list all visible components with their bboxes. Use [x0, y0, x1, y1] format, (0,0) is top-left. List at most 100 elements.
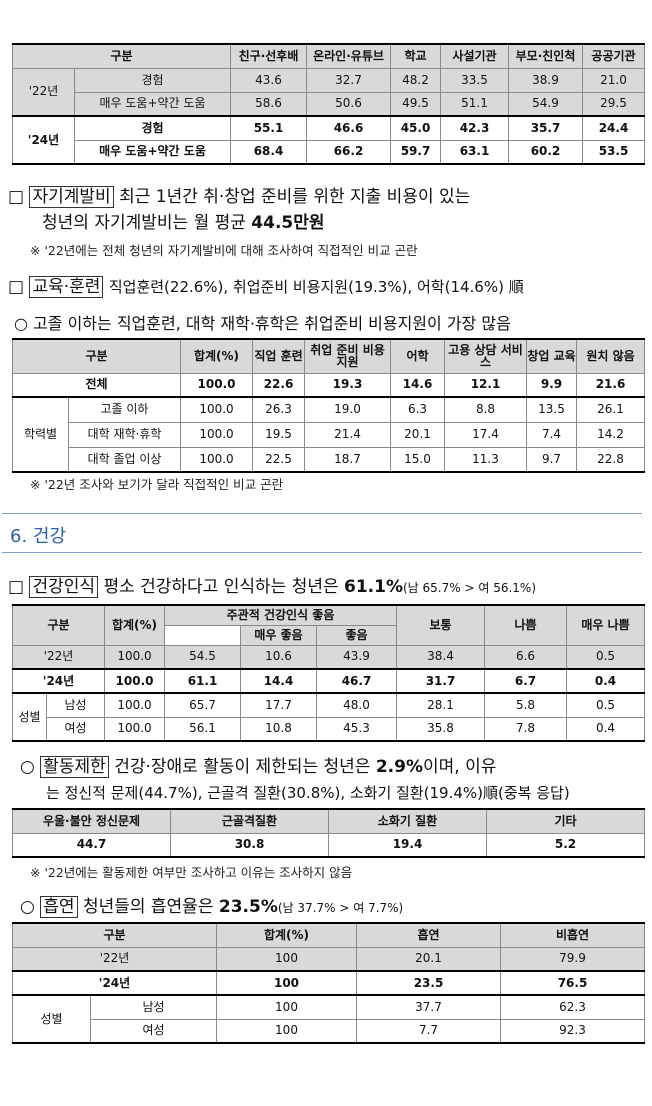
header-col: 창업 교육 [526, 338, 577, 374]
cell: 17.4 [444, 421, 527, 448]
cell: 22.5 [252, 446, 305, 473]
cell: 18.7 [304, 446, 391, 473]
header-col: 우울·불안 정신문제 [12, 808, 171, 834]
header-col: 직업 훈련 [252, 338, 305, 374]
header-gubun: 구분 [12, 604, 105, 646]
cell: 50.6 [306, 91, 391, 117]
cell: 59.7 [390, 139, 441, 165]
activity-text2: 이며, 이유 [423, 757, 497, 777]
row-label: 대학 졸업 이상 [68, 446, 181, 473]
cell: 63.1 [440, 139, 509, 165]
cell: 58.6 [230, 91, 307, 117]
cell: 5.8 [484, 692, 568, 718]
row-label: '24년 [12, 970, 217, 996]
cell: 48.0 [315, 692, 398, 718]
selfdev-value: 44.5만원 [251, 213, 325, 233]
cell: 9.7 [526, 446, 577, 473]
cell: 17.7 [240, 692, 317, 718]
cell: 66.2 [306, 139, 391, 165]
cell: 0.5 [566, 644, 646, 670]
cell: 35.7 [508, 115, 583, 141]
header-col: 소화기 질환 [328, 808, 487, 834]
header-col: 학교 [390, 43, 441, 69]
cell: 15.0 [390, 446, 445, 473]
selfdev-note: ※ '22년에는 전체 청년의 자기계발비에 대해 조사하여 직접적인 비교 곤… [30, 243, 418, 258]
cell: 92.3 [500, 1018, 645, 1044]
cell: 42.3 [440, 115, 509, 141]
cell: 14.4 [240, 668, 317, 694]
cell: 11.3 [444, 446, 527, 473]
health-value: 61.1% [344, 577, 403, 597]
cell: 19.4 [328, 832, 487, 858]
cell: 10.8 [240, 716, 317, 742]
cell: 0.4 [566, 716, 646, 742]
header-total: 합계(%) [104, 604, 165, 646]
cell: 43.9 [315, 644, 398, 670]
header-col: 어학 [390, 338, 445, 374]
cell: 6.7 [484, 668, 568, 694]
cell: 76.5 [500, 970, 645, 996]
cell: 49.5 [390, 91, 441, 117]
cell: 10.6 [240, 644, 317, 670]
header-col: 근골격질환 [170, 808, 329, 834]
header-verybad: 매우 나쁨 [566, 604, 646, 646]
row-label: 경험 [74, 115, 231, 141]
header-verygood: 매우 좋음 [240, 624, 317, 646]
cell: 7.4 [526, 421, 577, 448]
group-label: 성별 [12, 994, 91, 1044]
row-label: '22년 [12, 946, 217, 972]
activity-note: ※ '22년에는 활동제한 여부만 조사하고 이유는 조사하지 않음 [30, 865, 353, 880]
header-col: 친구·선후배 [230, 43, 307, 69]
cell: 51.1 [440, 91, 509, 117]
health-paragraph: □ 건강인식 평소 건강하다고 인식하는 청년은 61.1%(남 65.7% >… [8, 576, 536, 599]
activity-line2: 는 정신적 문제(44.7%), 근골격 질환(30.8%), 소화기 질환(1… [46, 784, 570, 802]
selfdev-paragraph: □ 자기계발비 최근 1년간 취·창업 준비를 위한 지출 비용이 있는 [8, 186, 470, 208]
cell: 21.6 [576, 372, 645, 398]
cell: 30.8 [170, 832, 329, 858]
header-col: 기타 [486, 808, 645, 834]
training-table: 구분 합계(%) 직업 훈련 취업 준비 비용 지원 어학 고용 상담 서비스 … [12, 338, 645, 473]
header-blank [164, 624, 241, 646]
header-group: 주관적 건강인식 좋음 [163, 604, 398, 626]
header-col: 온라인·유튜브 [306, 43, 391, 69]
cell: 12.1 [444, 372, 527, 398]
cell: 45.3 [315, 716, 398, 742]
cell: 46.6 [306, 115, 391, 141]
cell: 100.0 [104, 668, 165, 694]
bullet: ○ [20, 897, 35, 917]
cell: 19.3 [304, 372, 391, 398]
health-extra: (남 65.7% > 여 56.1%) [403, 581, 536, 595]
header-col: 취업 준비 비용 지원 [304, 338, 391, 374]
career-help-table: 구분 친구·선후배 온라인·유튜브 학교 사설기관 부모·친인척 공공기관 '2… [12, 43, 645, 165]
cell: 56.1 [164, 716, 241, 742]
cell: 100 [216, 970, 357, 996]
health-table: 구분 합계(%) 주관적 건강인식 좋음 보통 나쁨 매우 나쁨 매우 좋음 좋… [12, 604, 646, 742]
header-bad: 나쁨 [484, 604, 568, 646]
cell: 26.3 [252, 396, 305, 423]
cell: 55.1 [230, 115, 307, 141]
header-col: 원치 않음 [576, 338, 645, 374]
activity-value: 2.9% [375, 757, 423, 777]
training-tag: 교육·훈련 [29, 276, 104, 298]
header-col: 사설기관 [440, 43, 509, 69]
cell: 20.1 [356, 946, 501, 972]
cell: 29.5 [582, 91, 645, 117]
smoking-extra: (남 37.7% > 여 7.7%) [277, 901, 404, 915]
cell: 46.7 [315, 668, 398, 694]
cell: 100.0 [180, 421, 253, 448]
cell: 32.7 [306, 67, 391, 93]
cell: 68.4 [230, 139, 307, 165]
cell: 21.0 [582, 67, 645, 93]
row-label: 여성 [46, 716, 105, 742]
cell: 28.1 [396, 692, 486, 718]
cell: 14.6 [390, 372, 445, 398]
cell: 45.0 [390, 115, 441, 141]
health-tag: 건강인식 [29, 576, 99, 598]
activity-text: 건강·장애로 활동이 제한되는 청년은 [114, 757, 376, 777]
cell: 22.8 [576, 446, 645, 473]
cell: 35.8 [396, 716, 486, 742]
smoking-paragraph: ○ 흡연 청년들의 흡연율은 23.5%(남 37.7% > 여 7.7%) [20, 896, 403, 919]
cell: 43.6 [230, 67, 307, 93]
cell: 54.5 [164, 644, 241, 670]
row-label: '24년 [12, 668, 105, 694]
